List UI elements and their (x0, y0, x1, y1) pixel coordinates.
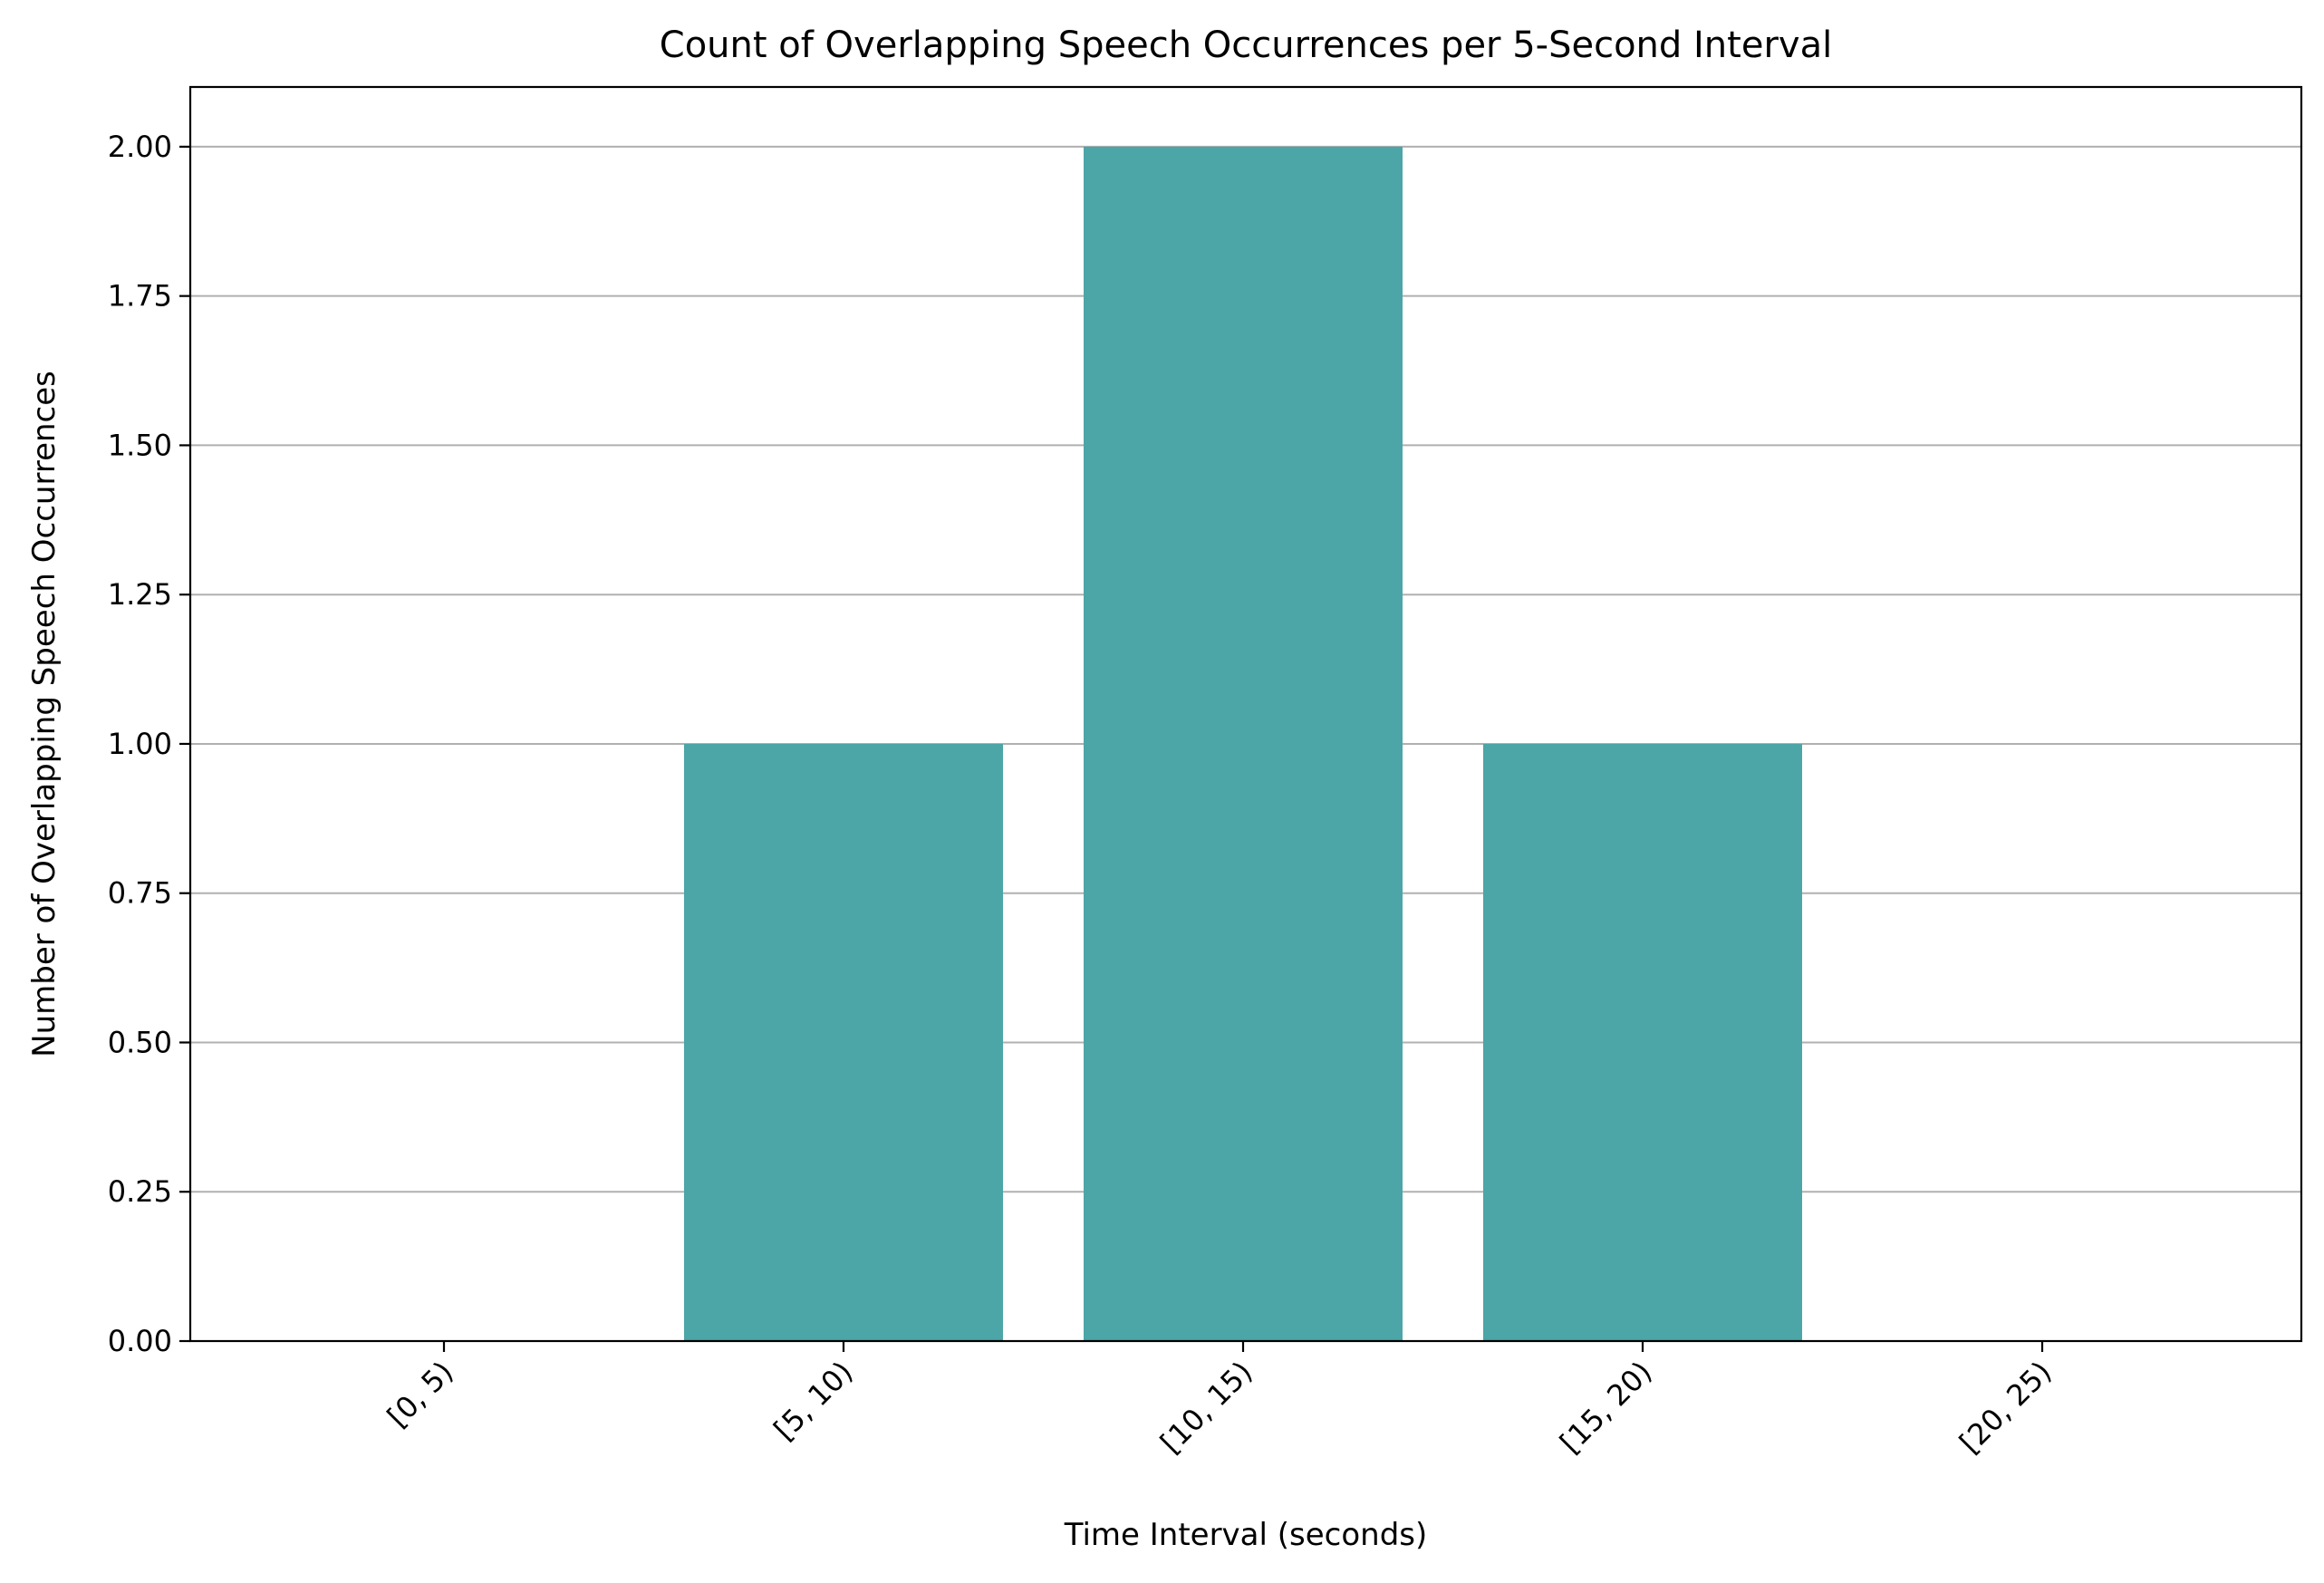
y-tick-label: 0.75 (108, 876, 172, 911)
y-tick-label: 0.00 (108, 1324, 172, 1358)
x-axis-label: Time Interval (seconds) (1064, 1517, 1428, 1553)
y-tick-label: 0.50 (108, 1025, 172, 1059)
y-tick-label: 2.00 (108, 130, 172, 164)
y-tick-label: 0.25 (108, 1174, 172, 1209)
bar (1483, 743, 1802, 1341)
chart-title: Count of Overlapping Speech Occurrences … (660, 24, 1832, 66)
bars (684, 146, 1802, 1341)
y-tick-label: 1.50 (108, 428, 172, 462)
y-tick-label: 1.75 (108, 279, 172, 314)
bar (684, 743, 1003, 1341)
y-tick-label: 1.00 (108, 727, 172, 761)
bar (1084, 146, 1403, 1341)
y-axis-label: Number of Overlapping Speech Occurrences (26, 371, 63, 1057)
y-tick-label: 1.25 (108, 577, 172, 612)
y-axis-ticks: 0.00 0.25 0.50 0.75 1.00 1.25 1.50 1.75 2.00 (108, 130, 190, 1358)
axes-frame (188, 85, 2303, 1343)
